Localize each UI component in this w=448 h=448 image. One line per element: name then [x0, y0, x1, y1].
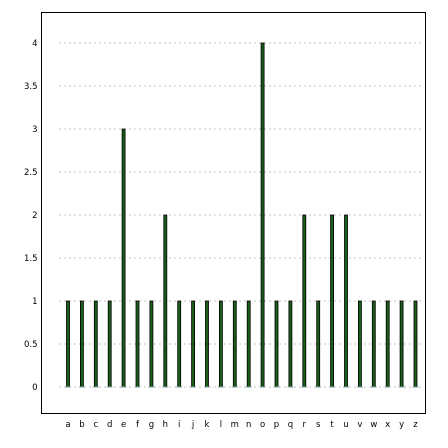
x-tick-label: x: [385, 420, 390, 430]
x-tick-label: m: [231, 420, 239, 430]
x-tick-label: s: [316, 420, 321, 430]
x-tick-label: p: [274, 420, 279, 430]
bar-m: [232, 300, 237, 388]
x-tick-label: t: [330, 420, 334, 430]
bar-o: [260, 42, 265, 388]
bar-b: [80, 300, 84, 388]
y-tick-label: 3.5: [24, 82, 38, 92]
x-tick-label: i: [178, 420, 180, 430]
x-tick-label: n: [246, 420, 251, 430]
x-tick-label: l: [220, 420, 222, 430]
bar-h: [163, 214, 168, 388]
x-tick-label: j: [191, 420, 194, 430]
bar-c: [93, 300, 98, 388]
x-tick-label: w: [370, 420, 377, 430]
y-tick-label: 2: [32, 211, 37, 221]
x-tick-label: z: [413, 420, 418, 430]
bar-g: [149, 300, 154, 388]
y-tick-label: 2.5: [24, 168, 38, 178]
bar-r: [302, 214, 307, 388]
y-tick-label: 0.5: [24, 340, 38, 350]
bar-u: [344, 214, 348, 388]
y-tick-label: 3: [32, 125, 37, 135]
x-tick-label: g: [149, 420, 154, 430]
bar-l: [218, 300, 223, 388]
x-tick-label: k: [205, 420, 210, 430]
y-axis-ticks: 0 0.5 1 1.5 2 2.5 3 3.5 4: [24, 39, 38, 393]
x-tick-label: y: [399, 420, 404, 430]
y-tick-label: 1: [32, 297, 37, 307]
bar-f: [135, 300, 140, 388]
bar-n: [246, 300, 251, 388]
bar-k: [205, 300, 209, 388]
gridlines: [59, 42, 422, 388]
bar-q: [288, 300, 293, 388]
x-tick-label: b: [79, 420, 84, 430]
bars: [65, 42, 419, 388]
bar-t: [330, 214, 335, 388]
bar-v: [357, 300, 362, 388]
bar-s: [316, 300, 321, 388]
plot-frame: [41, 12, 426, 414]
x-tick-label: o: [260, 420, 265, 430]
bar-p: [274, 300, 279, 388]
x-tick-label: a: [65, 420, 70, 430]
x-tick-label: v: [357, 420, 362, 430]
x-tick-label: u: [343, 420, 348, 430]
x-tick-label: h: [163, 420, 168, 430]
y-tick-label: 0: [32, 383, 37, 393]
x-tick-label: d: [107, 420, 112, 430]
bar-x: [385, 300, 390, 388]
x-tick-label: f: [136, 420, 140, 430]
x-tick-label: q: [288, 420, 293, 430]
bar-i: [177, 300, 182, 388]
bar-j: [191, 300, 196, 388]
bar-z: [413, 300, 418, 388]
bar-e: [121, 128, 126, 388]
bar-w: [371, 300, 376, 388]
bar-y: [399, 300, 404, 388]
y-tick-label: 4: [32, 39, 37, 49]
x-tick-label: r: [303, 420, 307, 430]
bar-a: [66, 300, 70, 388]
bar-d: [107, 300, 112, 388]
x-tick-label: e: [121, 420, 126, 430]
y-tick-label: 1.5: [24, 254, 38, 264]
x-tick-label: c: [93, 420, 98, 430]
